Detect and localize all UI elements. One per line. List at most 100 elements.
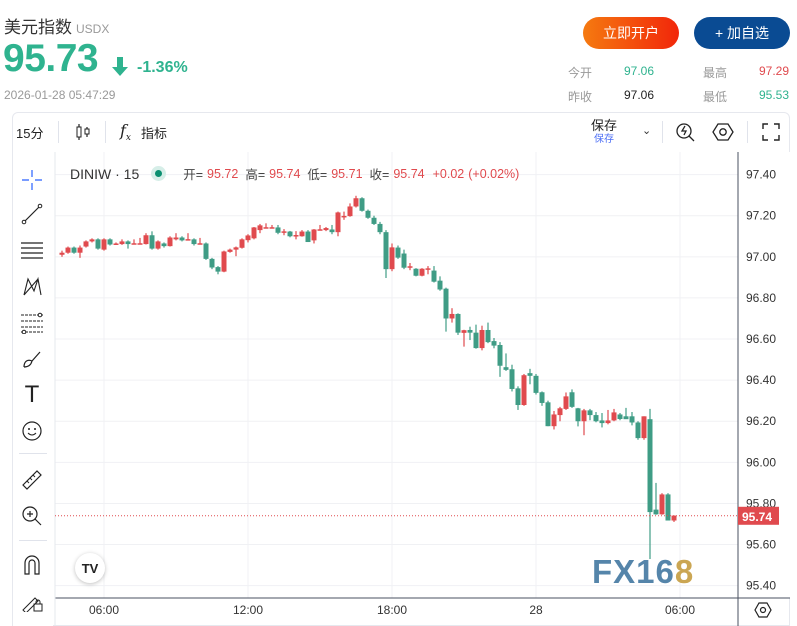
candle-body[interactable] [89, 239, 95, 242]
brush-icon[interactable] [19, 346, 45, 372]
candle-body[interactable] [293, 235, 299, 237]
candle-body[interactable] [479, 329, 485, 349]
candle-body[interactable] [557, 408, 563, 416]
candle-body[interactable] [407, 266, 413, 268]
candle-body[interactable] [473, 332, 479, 349]
candle-body[interactable] [587, 410, 593, 416]
candle-body[interactable] [671, 515, 677, 521]
candle-body[interactable] [371, 217, 377, 224]
candle-body[interactable] [137, 243, 143, 245]
candle-body[interactable] [653, 509, 659, 515]
candle-body[interactable] [599, 420, 605, 424]
candle-body[interactable] [83, 241, 89, 247]
trend-line-icon[interactable] [19, 201, 45, 227]
candle-body[interactable] [287, 231, 293, 237]
candle-body[interactable] [191, 239, 197, 245]
candle-body[interactable] [239, 239, 245, 248]
horizontal-lines-icon[interactable] [19, 237, 45, 263]
candle-body[interactable] [665, 494, 671, 521]
candle-body[interactable] [59, 252, 65, 255]
candle-body[interactable] [77, 247, 83, 253]
candle-body[interactable] [485, 329, 491, 343]
candle-body[interactable] [545, 402, 551, 427]
save-button[interactable]: 保存 保存 [591, 119, 617, 147]
candle-body[interactable] [617, 414, 623, 419]
candle-body[interactable] [125, 241, 131, 245]
candle-body[interactable] [527, 373, 533, 376]
crosshair-icon[interactable] [19, 167, 45, 193]
candle-body[interactable] [533, 375, 539, 393]
candle-body[interactable] [203, 243, 209, 259]
emoji-icon[interactable] [19, 418, 45, 444]
candle-body[interactable] [113, 243, 119, 245]
candle-body[interactable] [419, 268, 425, 276]
ruler-icon[interactable] [19, 467, 45, 493]
candle-body[interactable] [647, 419, 653, 513]
candle-body[interactable] [659, 494, 665, 515]
candle-body[interactable] [431, 270, 437, 282]
candle-body[interactable] [251, 227, 257, 239]
zoom-in-icon[interactable] [19, 503, 45, 529]
candle-body[interactable] [107, 239, 113, 245]
candle-body[interactable] [155, 241, 161, 249]
open-account-button[interactable]: 立即开户 [583, 17, 679, 49]
candle-body[interactable] [197, 243, 203, 245]
candle-body[interactable] [605, 420, 611, 424]
candle-body[interactable] [641, 416, 647, 439]
candle-body[interactable] [221, 251, 227, 272]
candle-body[interactable] [209, 258, 215, 268]
candle-body[interactable] [263, 227, 269, 229]
indicators-button[interactable]: fx 指标 [120, 118, 167, 146]
candle-body[interactable] [563, 396, 569, 409]
candle-body[interactable] [359, 198, 365, 211]
axis-settings-icon[interactable] [753, 600, 773, 620]
candle-body[interactable] [425, 268, 431, 270]
candle-body[interactable] [521, 375, 527, 406]
text-tool-icon[interactable]: T [25, 382, 39, 408]
candle-body[interactable] [269, 227, 275, 229]
candle-body[interactable] [593, 415, 599, 422]
candle-body[interactable] [329, 229, 335, 233]
candle-body[interactable] [461, 330, 467, 333]
candle-body[interactable] [611, 412, 617, 421]
candle-body[interactable] [173, 237, 179, 240]
fib-retracement-icon[interactable] [19, 310, 45, 336]
candle-body[interactable] [317, 229, 323, 231]
candle-body[interactable] [413, 268, 419, 276]
candle-body[interactable] [131, 243, 137, 245]
candle-body[interactable] [365, 210, 371, 218]
candle-body[interactable] [497, 344, 503, 366]
candlestick-chart-type-icon[interactable] [74, 123, 92, 141]
chevron-down-icon[interactable]: ⌄ [642, 125, 652, 137]
candle-body[interactable] [95, 239, 101, 249]
fullscreen-icon[interactable] [761, 122, 781, 142]
candle-body[interactable] [233, 247, 239, 250]
candle-body[interactable] [635, 422, 641, 439]
tradingview-logo[interactable]: TV [75, 553, 105, 583]
candle-body[interactable] [71, 247, 77, 253]
candle-body[interactable] [167, 237, 173, 247]
candle-body[interactable] [581, 410, 587, 422]
candle-body[interactable] [227, 249, 233, 252]
candle-body[interactable] [143, 235, 149, 245]
candle-body[interactable] [215, 267, 221, 272]
candle-body[interactable] [185, 239, 191, 241]
candle-body[interactable] [275, 227, 281, 233]
candle-body[interactable] [455, 313, 461, 333]
candle-body[interactable] [539, 392, 545, 403]
candle-body[interactable] [623, 416, 629, 420]
interval-selector[interactable]: 15分 [16, 125, 44, 141]
candle-body[interactable] [119, 241, 125, 245]
candle-body[interactable] [311, 229, 317, 241]
candle-body[interactable] [449, 313, 455, 319]
candle-body[interactable] [377, 223, 383, 233]
candle-body[interactable] [323, 228, 329, 231]
candle-body[interactable] [467, 329, 473, 333]
candle-body[interactable] [335, 212, 341, 233]
lock-drawing-icon[interactable] [19, 588, 45, 614]
candle-body[interactable] [353, 198, 359, 207]
candle-body[interactable] [395, 247, 401, 258]
candle-body[interactable] [437, 280, 443, 290]
candle-body[interactable] [281, 231, 287, 233]
